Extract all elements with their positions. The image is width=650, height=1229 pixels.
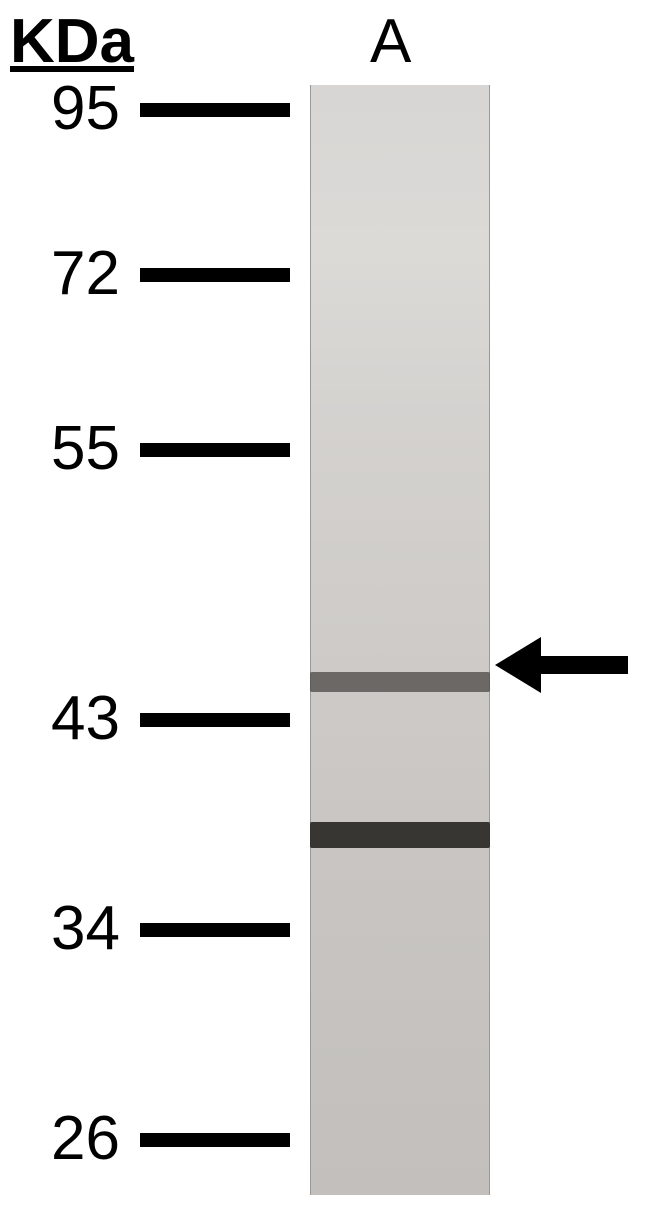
marker-label-55: 55	[10, 413, 120, 484]
kda-axis-label: KDa	[10, 6, 134, 77]
lane-a-label: A	[370, 6, 411, 77]
lane-a-strip	[310, 85, 490, 1195]
arrow-head-icon	[495, 637, 541, 693]
marker-label-26: 26	[10, 1103, 120, 1174]
marker-tick-26	[140, 1133, 290, 1147]
marker-label-72: 72	[10, 238, 120, 309]
western-blot-diagram: KDa A 95 72 55 43 34 26	[0, 0, 650, 1229]
band-38kda	[310, 822, 490, 848]
marker-label-95: 95	[10, 73, 120, 144]
band-44kda	[310, 672, 490, 692]
arrow-shaft	[539, 656, 628, 674]
marker-tick-95	[140, 103, 290, 117]
marker-tick-72	[140, 268, 290, 282]
marker-tick-43	[140, 713, 290, 727]
marker-label-43: 43	[10, 683, 120, 754]
marker-label-34: 34	[10, 893, 120, 964]
marker-tick-34	[140, 923, 290, 937]
marker-tick-55	[140, 443, 290, 457]
